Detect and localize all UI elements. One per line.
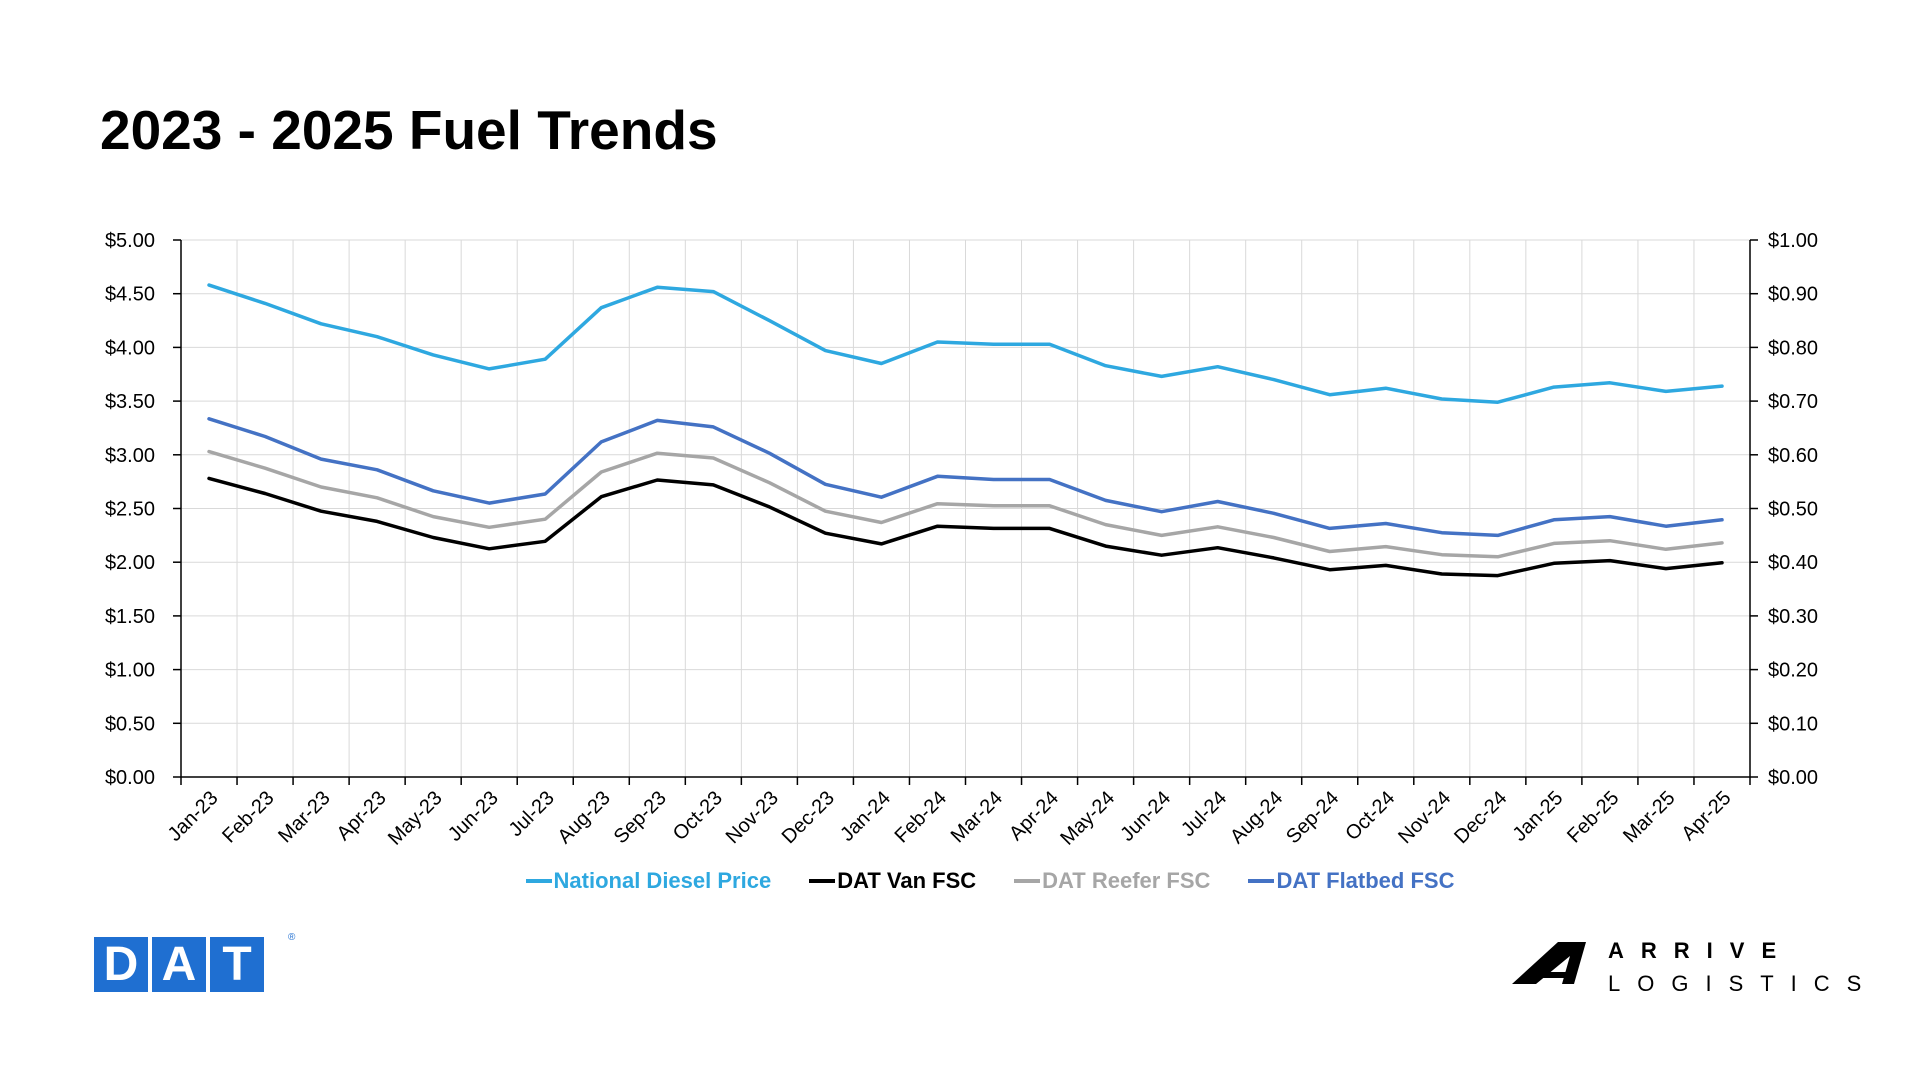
x-axis-tick-label: Jan-24 xyxy=(836,787,895,846)
series-lines xyxy=(207,283,1724,578)
left-axis-tick-label: $1.50 xyxy=(105,606,155,628)
x-axis-tick-label: May-24 xyxy=(1056,787,1119,850)
x-axis-tick-label: Mar-25 xyxy=(1619,787,1679,847)
legend-swatch xyxy=(1248,879,1275,883)
right-axis-tick-label: $0.50 xyxy=(1768,499,1818,521)
right-axis-tick-label: $0.60 xyxy=(1768,445,1818,467)
dat-logo-letter-t: T xyxy=(210,937,264,992)
x-axis-tick-label: Jan-25 xyxy=(1509,787,1568,846)
right-axis-tick-label: $1.00 xyxy=(1768,230,1818,252)
right-axis-tick-label: $0.80 xyxy=(1768,337,1818,359)
x-axis-tick-label: Dec-24 xyxy=(1450,787,1511,848)
x-axis-tick-label: Apr-25 xyxy=(1678,787,1736,845)
legend-swatch xyxy=(525,879,552,883)
x-axis-tick-label: Mar-24 xyxy=(947,787,1007,847)
right-axis-tick-label: $0.20 xyxy=(1768,660,1818,682)
legend-swatch xyxy=(1014,879,1041,883)
x-axis-tick-label: Oct-23 xyxy=(669,787,727,845)
x-axis-tick-label: Feb-24 xyxy=(891,787,951,847)
x-axis-tick-label: Feb-25 xyxy=(1563,787,1623,847)
x-axis-tick-label: Sep-24 xyxy=(1282,787,1343,848)
x-axis-tick-label: Mar-23 xyxy=(274,787,334,847)
dat-logo-letter-a: A xyxy=(152,937,206,992)
gridlines xyxy=(181,239,1750,777)
right-axis-tick-label: $0.00 xyxy=(1768,767,1818,789)
x-axis-tick-label: Jun-24 xyxy=(1116,787,1175,846)
x-axis-tick-label: Jun-23 xyxy=(444,787,503,846)
legend-swatch xyxy=(809,879,836,883)
right-axis-tick-label: $0.90 xyxy=(1768,284,1818,306)
arrive-logistics-logo: ARRIVE LOGISTICS xyxy=(1512,938,1861,1008)
x-axis-tick-label: Oct-24 xyxy=(1341,787,1399,845)
legend-item-national-diesel-price: National Diesel Price xyxy=(525,868,772,894)
x-axis-tick-label: Jul-23 xyxy=(505,787,559,841)
series-line-national-diesel-price xyxy=(207,283,1724,404)
x-axis-tick-label: Aug-23 xyxy=(554,787,615,848)
left-axis-tick-label: $0.50 xyxy=(105,713,155,735)
x-axis-tick-label: May-23 xyxy=(384,787,447,850)
legend: National Diesel Price DAT Van FSC DAT Reef… xyxy=(0,868,1920,894)
series-line-dat-reefer-fsc xyxy=(207,449,1724,559)
left-axis-tick-label: $2.00 xyxy=(105,552,155,574)
right-axis-tick-label: $0.30 xyxy=(1768,606,1818,628)
legend-item-dat-flatbed-fsc: DAT Flatbed FSC xyxy=(1248,868,1454,894)
legend-item-dat-reefer-fsc: DAT Reefer FSC xyxy=(1014,868,1210,894)
left-axis-tick-label: $1.00 xyxy=(105,660,155,682)
x-axis-tick-label: Nov-24 xyxy=(1394,787,1455,848)
x-axis-tick-label: Dec-23 xyxy=(778,787,839,848)
legend-label: DAT Van FSC xyxy=(837,868,977,893)
dat-registered-mark: ® xyxy=(288,932,296,943)
arrive-wordmark-line2: LOGISTICS xyxy=(1608,971,1879,996)
tick-labels: $0.00 $0.00 $0.50 $0.10 $1.00 $0.20 $1.50 $0.30… xyxy=(105,230,1818,850)
right-axis-tick-label: $0.40 xyxy=(1768,552,1818,574)
legend-item-dat-van-fsc: DAT Van FSC xyxy=(809,868,976,894)
x-axis-tick-label: Apr-23 xyxy=(333,787,391,845)
x-axis-tick-label: Aug-24 xyxy=(1226,787,1287,848)
dat-logo: D A T xyxy=(94,937,264,992)
x-axis-tick-label: Nov-23 xyxy=(722,787,783,848)
x-axis-tick-label: Jan-23 xyxy=(164,787,223,846)
axes xyxy=(173,239,1758,785)
chart-title: 2023 - 2025 Fuel Trends xyxy=(100,99,718,161)
dat-logo-letter-d: D xyxy=(94,937,148,992)
left-axis-tick-label: $4.50 xyxy=(105,284,155,306)
legend-label: National Diesel Price xyxy=(553,868,772,893)
legend-label: DAT Reefer FSC xyxy=(1042,868,1211,893)
series-line-dat-van-fsc xyxy=(207,476,1724,578)
left-axis-tick-label: $3.50 xyxy=(105,391,155,413)
series-line-dat-flatbed-fsc xyxy=(207,417,1724,538)
line-chart: $0.00 $0.00 $0.50 $0.10 $1.00 $0.20 $1.50 $0.30… xyxy=(105,230,1818,850)
left-axis-tick-label: $2.50 xyxy=(105,499,155,521)
left-axis-tick-label: $5.00 xyxy=(105,230,155,252)
x-axis-tick-label: Jul-24 xyxy=(1177,787,1231,841)
x-axis-tick-label: Sep-23 xyxy=(610,787,671,848)
arrive-logo-icon xyxy=(1512,942,1586,984)
x-axis-tick-label: Apr-24 xyxy=(1005,787,1063,845)
left-axis-tick-label: $4.00 xyxy=(105,337,155,359)
left-axis-tick-label: $0.00 xyxy=(105,767,155,789)
legend-label: DAT Flatbed FSC xyxy=(1276,868,1455,893)
right-axis-tick-label: $0.70 xyxy=(1768,391,1818,413)
x-axis-tick-label: Feb-23 xyxy=(218,787,278,847)
right-axis-tick-label: $0.10 xyxy=(1768,713,1818,735)
left-axis-tick-label: $3.00 xyxy=(105,445,155,467)
arrive-wordmark-line1: ARRIVE xyxy=(1608,938,1794,963)
